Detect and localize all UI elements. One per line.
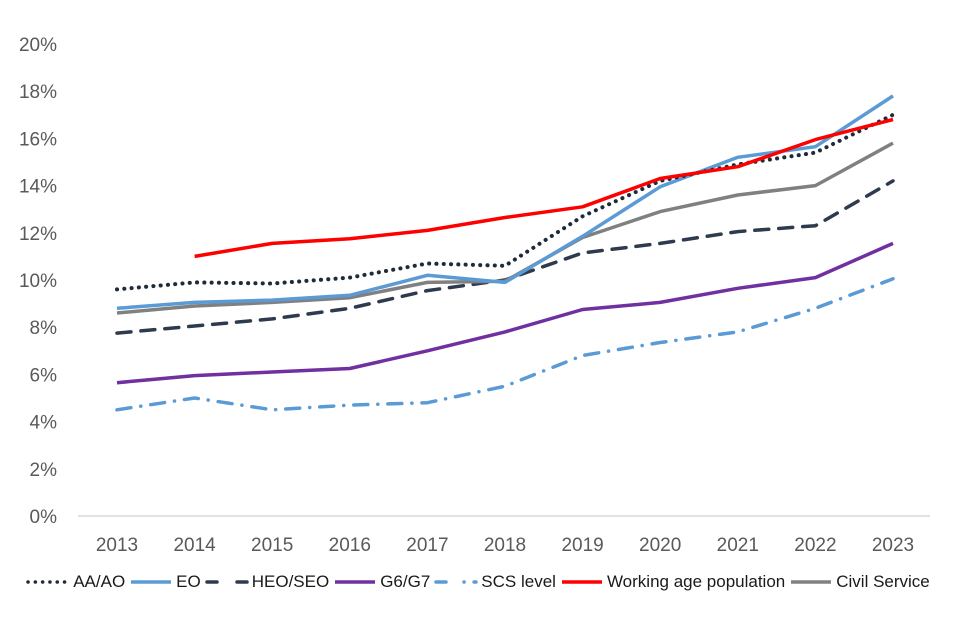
series-line-g6-g7 [116,241,894,385]
x-tick-label: 2020 [639,535,681,556]
x-tick-label: 2017 [406,535,448,556]
legend-item-g6-g7: G6/G7 [333,572,430,592]
series-line-civil-service [116,141,894,315]
legend-item-heo-seo: HEO/SEO [204,572,330,592]
x-tick-label: 2022 [794,535,836,556]
x-tick-label: 2013 [96,535,138,556]
x-tick-label: 2021 [717,535,759,556]
legend-swatch-icon [26,580,70,584]
y-axis: 0% 2% 4% 6% 8% 10% 12% 14% 16% 18% 20% [19,35,57,528]
legend-item-eo: EO [129,572,201,592]
series-line-scs-level [115,277,895,412]
legend-item-working-age-population: Working age population [560,572,785,592]
x-tick-label: 2018 [484,535,526,556]
legend-swatch-icon [335,580,376,584]
legend-swatch-icon [791,580,832,584]
y-tick-label: 20% [19,35,57,56]
x-axis: 2013 2014 2015 2016 2017 2018 2019 2020 2021 2022… [96,535,914,556]
y-tick-label: 18% [19,82,57,103]
legend-swatch-icon [131,580,172,584]
y-tick-label: 8% [30,318,58,339]
legend-item-civil-service: Civil Service [789,572,930,592]
legend-label: HEO/SEO [251,572,330,591]
series-line-heo-seo [115,179,895,335]
legend-item-scs-level: SCS level [434,572,556,592]
series-line-eo [116,94,894,311]
y-tick-label: 16% [19,129,57,150]
series-line-aa-ao [115,112,895,292]
x-tick-label: 2015 [251,535,293,556]
y-tick-label: 0% [30,507,58,528]
series-line-working-age-population [194,117,894,259]
x-tick-label: 2019 [561,535,603,556]
y-tick-label: 4% [30,413,58,434]
legend-label: SCS level [481,572,556,591]
legend-label: Civil Service [836,572,930,591]
legend: AA/AO EO HEO/SEO G6/G7 SCS level Working age … [0,572,960,592]
legend-swatch-icon [561,580,602,584]
legend-label: G6/G7 [380,572,431,591]
x-tick-label: 2016 [329,535,371,556]
series-layer [115,94,895,412]
legend-label: EO [176,572,201,591]
y-tick-label: 14% [19,177,57,198]
y-tick-label: 10% [19,271,57,292]
y-tick-label: 2% [30,460,58,481]
x-tick-label: 2014 [173,535,216,556]
legend-label: AA/AO [73,572,126,591]
x-tick-label: 2023 [872,535,914,556]
legend-label: Working age population [606,572,786,591]
y-tick-label: 6% [30,365,58,386]
legend-swatch-icon [434,580,479,584]
legend-item-aa-ao: AA/AO [26,572,125,592]
legend-swatch-icon [204,580,249,584]
y-tick-label: 12% [19,224,57,245]
